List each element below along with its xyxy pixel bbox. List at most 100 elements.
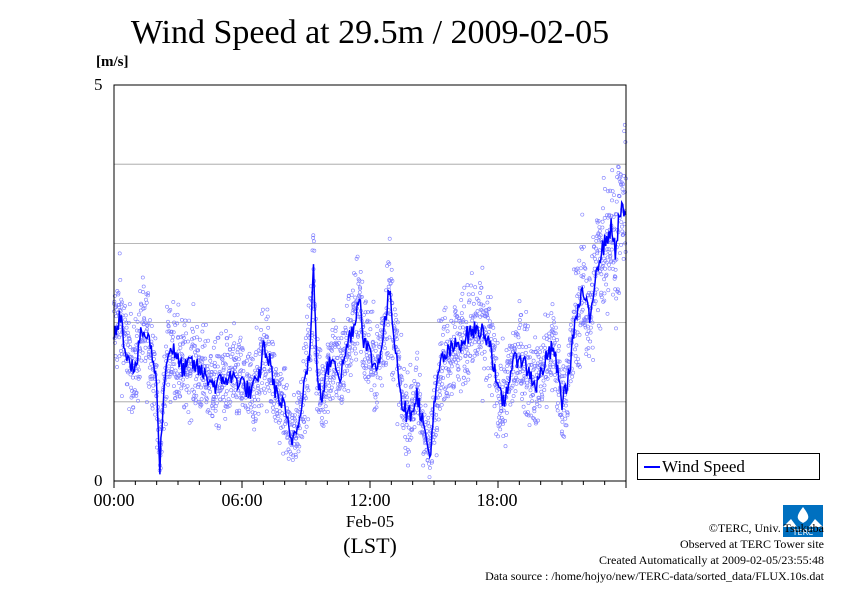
- raw-sample-point: [478, 307, 483, 312]
- raw-sample-point: [357, 290, 362, 295]
- raw-sample-point: [236, 362, 241, 367]
- raw-sample-point: [469, 271, 474, 276]
- raw-sample-point: [146, 291, 151, 296]
- raw-sample-point: [156, 379, 161, 384]
- raw-sample-point: [482, 349, 487, 354]
- raw-sample-point: [354, 357, 359, 362]
- raw-sample-point: [209, 362, 214, 367]
- raw-sample-point: [222, 409, 227, 414]
- raw-sample-point: [583, 317, 588, 322]
- raw-sample-point: [479, 285, 484, 290]
- raw-sample-point: [539, 357, 543, 362]
- raw-sample-point: [394, 337, 399, 342]
- raw-sample-point: [373, 395, 378, 400]
- raw-sample-point: [497, 396, 502, 401]
- raw-sample-point: [343, 371, 347, 376]
- raw-sample-point: [616, 287, 620, 292]
- raw-sample-point: [234, 411, 239, 416]
- raw-sample-point: [523, 350, 528, 355]
- raw-sample-point: [458, 320, 463, 325]
- raw-sample-point: [150, 406, 155, 411]
- raw-sample-point: [230, 382, 235, 387]
- raw-sample-point: [201, 357, 206, 361]
- raw-sample-point: [253, 410, 257, 415]
- raw-sample-point: [295, 441, 300, 446]
- raw-sample-point: [573, 353, 578, 358]
- raw-sample-point: [149, 361, 154, 366]
- raw-sample-point: [612, 193, 616, 198]
- raw-sample-point: [496, 424, 501, 429]
- raw-sample-point: [203, 356, 208, 361]
- raw-sample-point: [603, 186, 607, 191]
- raw-sample-point: [621, 256, 626, 261]
- raw-sample-point: [177, 381, 181, 385]
- raw-sample-point: [473, 285, 478, 290]
- raw-sample-point: [213, 339, 218, 344]
- raw-sample-point: [259, 403, 264, 408]
- raw-sample-point: [430, 459, 434, 464]
- raw-sample-point: [576, 357, 581, 362]
- raw-sample-point: [486, 366, 491, 371]
- raw-sample-point: [116, 292, 121, 297]
- raw-sample-point: [215, 364, 220, 369]
- raw-sample-point: [166, 364, 171, 369]
- raw-sample-point: [176, 390, 181, 395]
- raw-sample-point: [538, 384, 543, 389]
- raw-sample-point: [117, 302, 121, 307]
- raw-sample-point: [183, 318, 188, 323]
- raw-sample-point: [552, 320, 557, 325]
- raw-sample-point: [500, 385, 505, 390]
- credits: ©TERC, Univ. Tsukuba Observed at TERC To…: [485, 520, 824, 584]
- raw-sample-point: [209, 372, 214, 377]
- raw-sample-point: [277, 382, 282, 387]
- raw-sample-point: [131, 324, 136, 329]
- raw-sample-point: [459, 336, 463, 341]
- raw-sample-point: [527, 423, 532, 428]
- raw-sample-point: [526, 324, 531, 329]
- raw-sample-point: [452, 305, 457, 310]
- raw-sample-point: [571, 370, 576, 375]
- raw-sample-point: [390, 278, 395, 283]
- raw-sample-point: [474, 312, 479, 317]
- raw-sample-point: [475, 348, 480, 352]
- raw-sample-point: [245, 373, 250, 378]
- raw-sample-point: [120, 300, 125, 305]
- raw-sample-point: [623, 190, 627, 194]
- raw-sample-point: [202, 343, 207, 348]
- raw-sample-point: [583, 325, 588, 330]
- raw-sample-point: [271, 342, 276, 347]
- raw-sample-point: [459, 311, 464, 316]
- raw-sample-point: [402, 367, 407, 371]
- raw-sample-point: [148, 318, 152, 323]
- raw-sample-point: [544, 405, 549, 409]
- raw-sample-point: [599, 290, 604, 295]
- raw-sample-point: [600, 263, 605, 268]
- raw-sample-point: [573, 347, 577, 352]
- raw-sample-point: [188, 373, 193, 378]
- raw-sample-point: [361, 360, 366, 365]
- raw-sample-point: [192, 393, 197, 398]
- raw-sample-point: [621, 182, 625, 187]
- raw-sample-point: [189, 418, 194, 423]
- raw-sample-point: [221, 367, 226, 372]
- raw-sample-point: [142, 306, 147, 311]
- raw-sample-point: [346, 389, 351, 393]
- raw-sample-point: [330, 333, 335, 338]
- raw-sample-point: [171, 384, 176, 389]
- raw-sample-point: [208, 358, 213, 363]
- raw-sample-point: [322, 410, 327, 414]
- raw-sample-point: [429, 460, 434, 465]
- raw-sample-point: [323, 404, 328, 409]
- raw-sample-point: [186, 366, 191, 371]
- raw-sample-point: [206, 338, 211, 343]
- raw-sample-point: [579, 266, 583, 271]
- raw-sample-point: [378, 337, 383, 342]
- raw-sample-point: [165, 329, 170, 334]
- raw-sample-point: [136, 374, 141, 379]
- raw-sample-point: [405, 395, 409, 400]
- raw-sample-point: [346, 293, 351, 298]
- raw-sample-point: [303, 430, 307, 434]
- raw-sample-point: [348, 362, 353, 367]
- raw-sample-point: [291, 453, 295, 458]
- raw-sample-point: [276, 414, 281, 419]
